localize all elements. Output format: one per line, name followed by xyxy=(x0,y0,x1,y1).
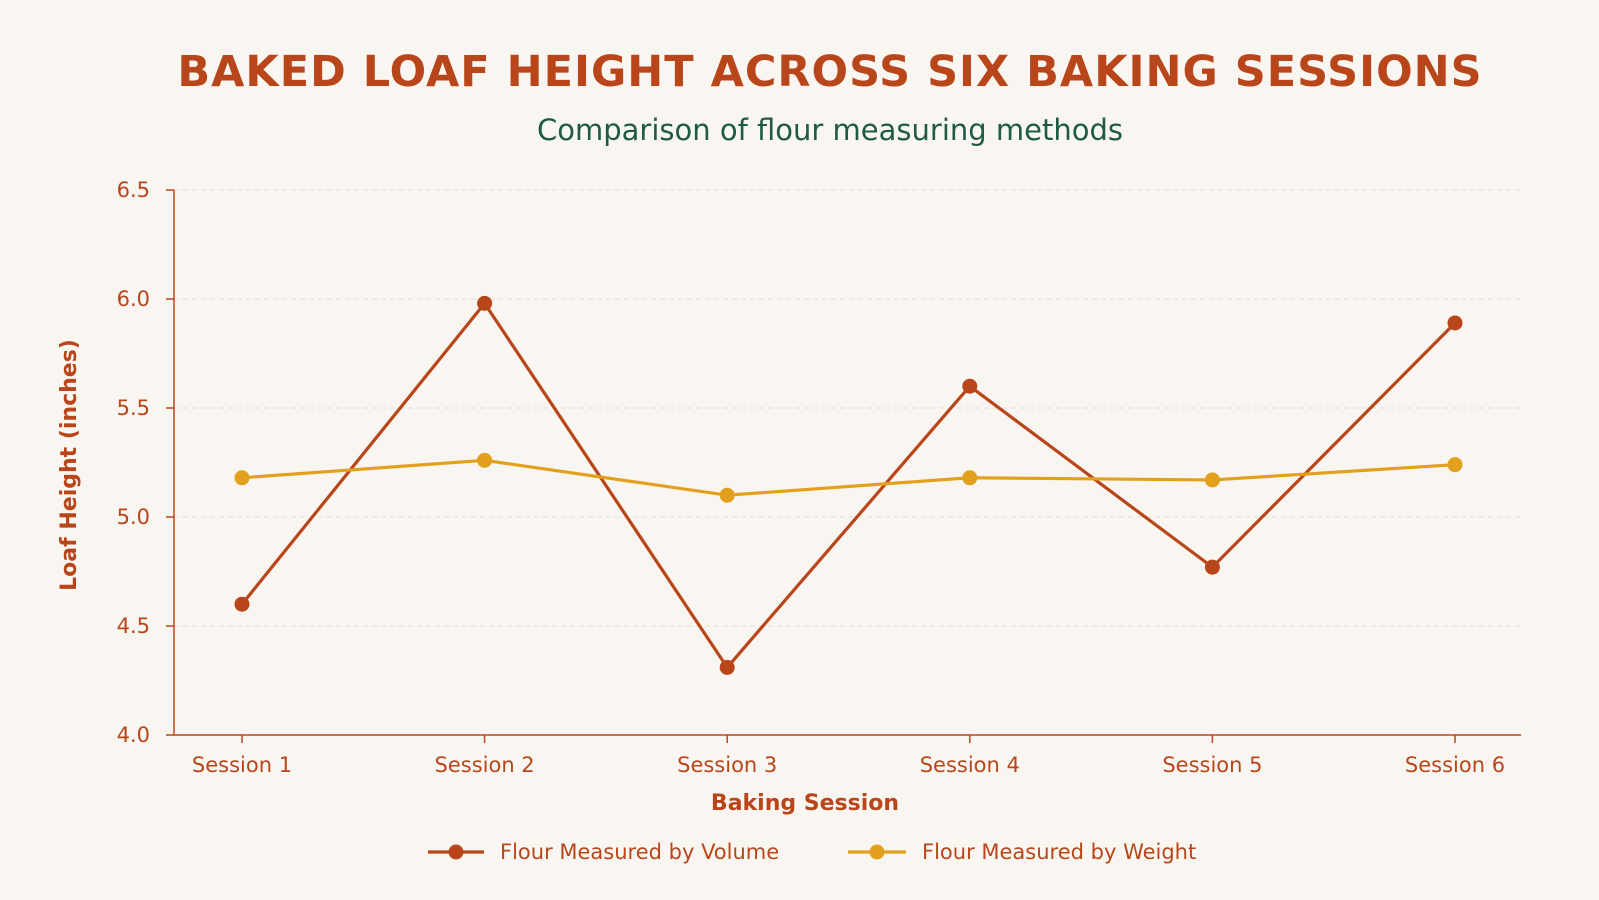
legend: Flour Measured by Volume Flour Measured b… xyxy=(428,840,1196,864)
x-tick-label: Session 2 xyxy=(435,753,535,777)
data-point xyxy=(1447,315,1463,331)
y-tick-labels: 4.0 4.5 5.0 5.5 6.0 6.5 xyxy=(117,178,150,747)
y-tick-label: 6.0 xyxy=(117,287,150,311)
legend-item: Flour Measured by Volume xyxy=(428,840,779,864)
data-point xyxy=(962,470,978,486)
data-point xyxy=(477,295,493,311)
series-1 xyxy=(234,295,1463,675)
axes xyxy=(166,189,1521,743)
data-series xyxy=(234,295,1463,675)
legend-label: Flour Measured by Volume xyxy=(500,840,779,864)
chart-title: BAKED LOAF HEIGHT ACROSS SIX BAKING SESS… xyxy=(177,47,1482,97)
x-tick-label: Session 1 xyxy=(192,753,292,777)
data-point xyxy=(1447,457,1463,473)
y-tick-label: 4.5 xyxy=(117,614,150,638)
x-tick-label: Session 6 xyxy=(1405,753,1505,777)
legend-item: Flour Measured by Weight xyxy=(848,840,1196,864)
x-tick-label: Session 3 xyxy=(677,753,777,777)
data-point xyxy=(1204,559,1220,575)
y-tick-label: 5.5 xyxy=(117,396,150,420)
y-axis-label: Loaf Height (inches) xyxy=(57,339,82,591)
x-tick-label: Session 5 xyxy=(1162,753,1262,777)
chart-subtitle: Comparison of flour measuring methods xyxy=(537,113,1123,147)
series-line xyxy=(240,301,1457,670)
data-point xyxy=(1204,472,1220,488)
x-axis-label: Baking Session xyxy=(711,791,899,816)
legend-swatch-marker xyxy=(448,844,464,860)
grid-lines xyxy=(174,189,1521,627)
data-point xyxy=(234,596,250,612)
x-tick-label: Session 4 xyxy=(920,753,1020,777)
series-2 xyxy=(234,452,1463,503)
data-point xyxy=(719,659,735,675)
y-tick-label: 4.0 xyxy=(117,723,150,747)
data-point xyxy=(719,487,735,503)
x-tick-labels: Session 1 Session 2 Session 3 Session 4 Sess… xyxy=(192,753,1505,777)
data-point xyxy=(477,452,493,468)
y-tick-label: 6.5 xyxy=(117,178,150,202)
data-point xyxy=(234,470,250,486)
legend-label: Flour Measured by Weight xyxy=(922,840,1196,864)
data-point xyxy=(962,378,978,394)
series-line xyxy=(241,458,1456,497)
y-tick-label: 5.0 xyxy=(117,505,150,529)
legend-swatch-marker xyxy=(869,844,885,860)
